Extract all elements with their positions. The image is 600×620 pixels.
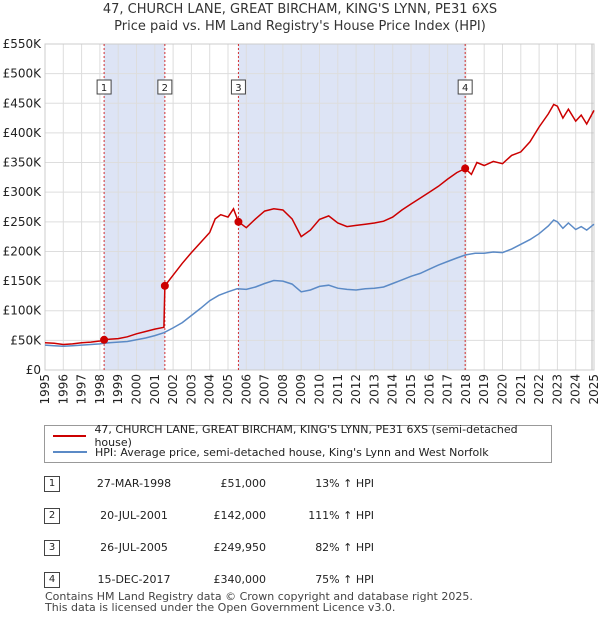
x-tick-label: 2001	[148, 374, 162, 405]
sale-number-badge: 3	[44, 540, 60, 556]
sale-row: 3 26-JUL-2005 £249,950 82% ↑ HPI	[44, 538, 544, 558]
sale-number-badge: 4	[44, 572, 60, 588]
sale-row: 4 15-DEC-2017 £340,000 75% ↑ HPI	[44, 570, 544, 590]
x-tick-label: 1997	[75, 374, 89, 405]
x-tick-label: 2010	[313, 374, 327, 405]
shaded-period	[104, 44, 165, 370]
series-line-property	[44, 103, 595, 346]
x-tick-label: 1999	[111, 374, 125, 405]
x-tick-label: 2023	[550, 374, 564, 405]
x-tick-label: 2012	[349, 374, 363, 405]
x-tick-label: 2016	[422, 374, 436, 405]
sale-hpi-change: 111% ↑ HPI	[308, 509, 374, 522]
x-tick-label: 2005	[221, 374, 235, 405]
footer-copyright: Contains HM Land Registry data © Crown c…	[45, 590, 473, 603]
x-tick-label: 2008	[276, 374, 290, 405]
sale-date: 20-JUL-2001	[100, 509, 168, 522]
x-tick-label: 2021	[514, 374, 528, 405]
sale-price: £340,000	[213, 573, 267, 586]
sale-row: 2 20-JUL-2001 £142,000 111% ↑ HPI	[44, 506, 544, 526]
sale-hpi-change: 13% ↑ HPI	[315, 477, 374, 490]
sale-point	[461, 164, 470, 173]
shaded-period	[238, 44, 466, 370]
chart-title: 47, CHURCH LANE, GREAT BIRCHAM, KING'S L…	[102, 2, 498, 17]
sale-row: 1 27-MAR-1998 £51,000 13% ↑ HPI	[44, 474, 544, 494]
y-tick-label: £50K	[10, 333, 42, 347]
sale-date: 27-MAR-1998	[96, 477, 172, 490]
sale-price: £249,950	[213, 541, 267, 554]
y-tick-label: £250K	[3, 215, 43, 229]
sale-point	[100, 335, 109, 344]
y-tick-label: £100K	[3, 304, 43, 318]
sale-date: 26-JUL-2005	[100, 541, 168, 554]
sale-number-badge: 1	[44, 476, 60, 492]
sale-price: £142,000	[213, 509, 267, 522]
sale-point	[160, 281, 169, 290]
legend-item-property: 47, CHURCH LANE, GREAT BIRCHAM, KING'S L…	[53, 423, 551, 449]
x-tick-label: 2020	[496, 374, 510, 405]
chart-subtitle: Price paid vs. HM Land Registry's House …	[114, 19, 486, 34]
chart-legend: 47, CHURCH LANE, GREAT BIRCHAM, KING'S L…	[44, 423, 552, 463]
legend-label-hpi: HPI: Average price, semi-detached house,…	[95, 445, 489, 459]
y-tick-label: £300K	[3, 185, 43, 199]
x-tick-label: 2004	[203, 374, 217, 405]
y-tick-label: £150K	[3, 274, 43, 288]
sale-marker-label: 1	[101, 83, 107, 94]
x-tick-label: 2002	[166, 374, 180, 405]
sale-marker-box	[457, 79, 473, 95]
legend-swatch-hpi	[53, 451, 87, 453]
y-tick-label: £400K	[3, 126, 43, 140]
x-tick-label: 2019	[477, 374, 491, 405]
x-tick-label: 2013	[367, 374, 381, 405]
sale-marker-box	[96, 79, 112, 95]
y-tick-label: £350K	[3, 156, 43, 170]
series-line-hpi	[44, 219, 595, 348]
legend-swatch-property	[53, 435, 87, 437]
sale-marker-box	[230, 79, 246, 95]
sale-marker-box	[157, 79, 173, 95]
x-tick-label: 2009	[294, 374, 308, 405]
legend-item-hpi: HPI: Average price, semi-detached house,…	[53, 444, 489, 460]
x-tick-label: 2011	[331, 374, 345, 405]
x-tick-label: 1998	[93, 374, 107, 405]
x-tick-label: 2006	[239, 374, 253, 405]
footer-licence: This data is licensed under the Open Gov…	[45, 601, 396, 614]
y-tick-label: £550K	[3, 37, 43, 51]
sale-date: 15-DEC-2017	[97, 573, 171, 586]
x-tick-label: 2018	[459, 374, 473, 405]
x-tick-label: 1996	[56, 374, 70, 405]
y-tick-label: £200K	[3, 244, 43, 258]
x-tick-label: 2024	[569, 374, 583, 405]
x-tick-label: 2014	[386, 374, 400, 405]
x-tick-label: 2007	[258, 374, 272, 405]
x-tick-label: 2000	[130, 374, 144, 405]
legend-label-property: 47, CHURCH LANE, GREAT BIRCHAM, KING'S L…	[94, 423, 518, 449]
x-tick-label: 2025	[587, 374, 600, 405]
sale-hpi-change: 82% ↑ HPI	[315, 541, 374, 554]
plot-border	[44, 43, 595, 371]
footer-attribution: Contains HM Land Registry data © Crown c…	[45, 591, 473, 613]
sale-marker-label: 3	[235, 83, 241, 94]
sale-marker-label: 4	[462, 83, 468, 94]
sale-number-badge: 2	[44, 508, 60, 524]
x-tick-label: 2015	[404, 374, 418, 405]
y-tick-label: £450K	[3, 96, 43, 110]
x-tick-label: 2017	[441, 374, 455, 405]
y-tick-label: £500K	[3, 67, 43, 81]
sale-point	[234, 217, 243, 226]
sale-marker-label: 2	[162, 83, 168, 94]
sale-price: £51,000	[220, 477, 267, 490]
x-tick-label: 2022	[532, 374, 546, 405]
sale-hpi-change: 75% ↑ HPI	[315, 573, 374, 586]
x-tick-label: 1995	[38, 374, 52, 405]
y-tick-label: £0	[26, 363, 41, 377]
price-chart: £0 £50K £100K £150K £200K £250K £300K £350K £400…	[3, 37, 600, 405]
x-tick-label: 2003	[184, 374, 198, 405]
